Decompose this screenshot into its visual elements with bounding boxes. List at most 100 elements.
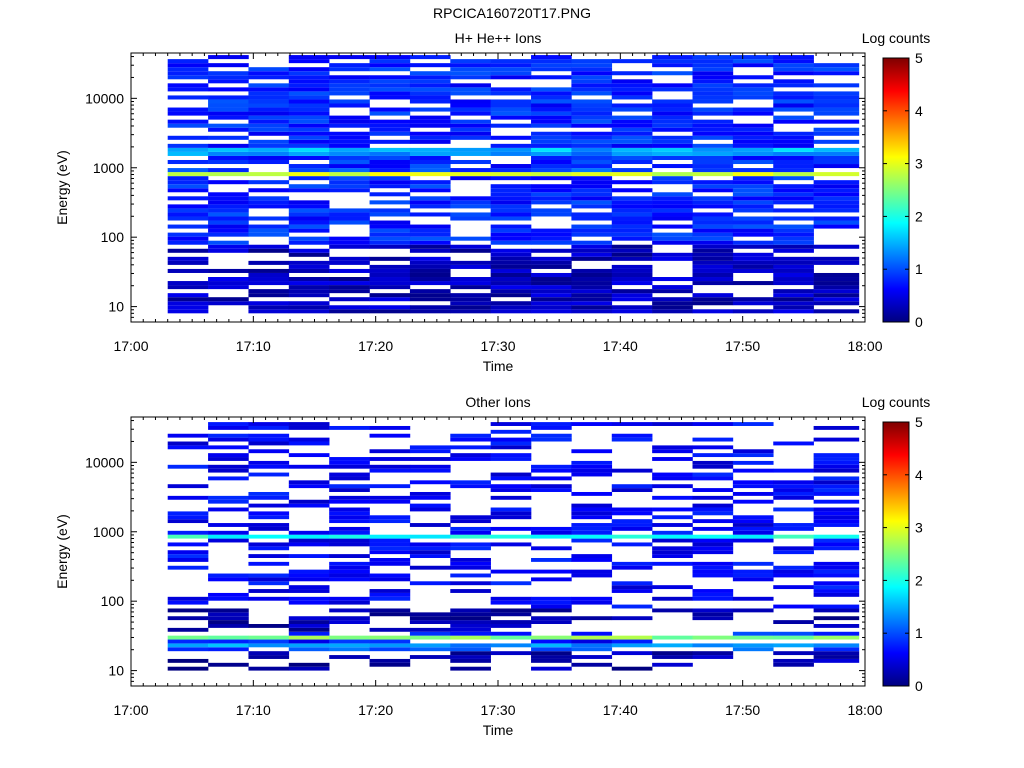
heatmap-cell [813,523,860,527]
heatmap-cell [692,220,734,225]
heatmap-cell [490,264,532,269]
heatmap-cell [450,216,491,221]
heatmap-cell [652,176,693,181]
heatmap-cell [208,624,249,628]
heatmap-cell [409,83,451,88]
heatmap-cell [531,647,572,652]
heatmap-cell [369,449,411,454]
heatmap-cell [450,212,491,217]
heatmap-cell [773,523,814,527]
heatmap-cell [652,289,693,294]
heatmap-cell [652,530,693,535]
heatmap-cell [692,488,734,492]
heatmap-cell [409,620,451,625]
heatmap-cell [167,135,209,140]
heatmap-cell [652,655,693,659]
heatmap-cell [490,240,532,245]
heatmap-cell [490,507,532,512]
heatmap-cell [531,651,572,656]
heatmap-cell [248,196,290,201]
heatmap-cell [813,103,860,108]
heatmap-cell [208,127,249,132]
heatmap-cell [490,228,532,233]
heatmap-cell [369,297,411,302]
heatmap-cell [490,281,532,286]
heatmap-cell [329,256,370,261]
heatmap-cell [490,224,532,229]
heatmap-cell [692,127,734,132]
heatmap-cell [813,573,860,578]
heatmap-cell [208,301,249,306]
heatmap-cell [773,115,814,120]
heatmap-cell [490,635,532,640]
heatmap-cell [571,143,613,148]
heatmap-cell [490,569,532,574]
heatmap-cell [409,612,451,617]
heatmap-cell [490,277,532,282]
heatmap-cell [611,256,653,261]
heatmap-cell [773,507,814,512]
heatmap-cell [531,240,572,245]
heatmap-cell [409,293,451,298]
heatmap-cell [288,143,330,148]
heatmap-cell [813,457,860,461]
heatmap-cell [450,561,491,566]
heatmap-cell [409,277,451,282]
heatmap-cell [490,301,532,306]
heatmap-cell [571,244,613,249]
heatmap-cell [773,151,814,156]
y-axis-label: Energy (eV) [54,514,70,589]
heatmap-cell [611,139,653,144]
heatmap-cell [652,309,693,314]
heatmap-cell [813,515,860,520]
heatmap-cell [409,534,451,539]
heatmap-cell [773,107,814,112]
heatmap-cell [531,59,572,64]
heatmap-cell [773,208,814,213]
heatmap-cell [490,123,532,128]
heatmap-cell [490,305,532,310]
heatmap-cell [773,631,814,636]
heatmap-cell [813,131,860,136]
heatmap-cell [571,107,613,112]
heatmap-cell [167,204,209,209]
heatmap-cell [248,67,290,72]
heatmap-cell [409,240,451,245]
heatmap-cell [208,425,249,430]
panel-title: H+ He++ Ions [455,30,542,46]
heatmap-cell [369,293,411,298]
heatmap-cell [369,305,411,310]
heatmap-cell [692,228,734,233]
heatmap-cell [813,507,860,512]
heatmap-cell [692,196,734,201]
colorbar-tick-label: 3 [915,156,923,172]
heatmap-cell [369,561,411,566]
heatmap-cell [692,281,734,286]
heatmap-cell [531,604,572,609]
heatmap-cell [652,63,693,68]
heatmap-cell [450,526,491,531]
heatmap-cell [692,635,734,640]
heatmap-cell [813,635,860,640]
heatmap-cell [652,445,693,450]
heatmap-cell [208,608,249,613]
heatmap-cell [288,168,330,173]
heatmap-cell [611,511,653,516]
heatmap-cell [409,457,451,461]
heatmap-cell [490,515,532,520]
heatmap-cell [692,643,734,648]
heatmap-cell [248,596,290,601]
heatmap-cell [732,268,774,273]
heatmap-cell [409,135,451,140]
heatmap-cell [692,79,734,84]
heatmap-cell [208,577,249,582]
heatmap-cell [732,123,774,128]
heatmap-cell [248,91,290,96]
heatmap-cell [450,119,491,124]
heatmap-cell [369,232,411,237]
heatmap-cell [732,91,774,96]
heatmap-cell [611,589,653,593]
heatmap-cell [208,168,249,173]
heatmap-cell [490,192,532,197]
heatmap-cell [652,662,693,667]
